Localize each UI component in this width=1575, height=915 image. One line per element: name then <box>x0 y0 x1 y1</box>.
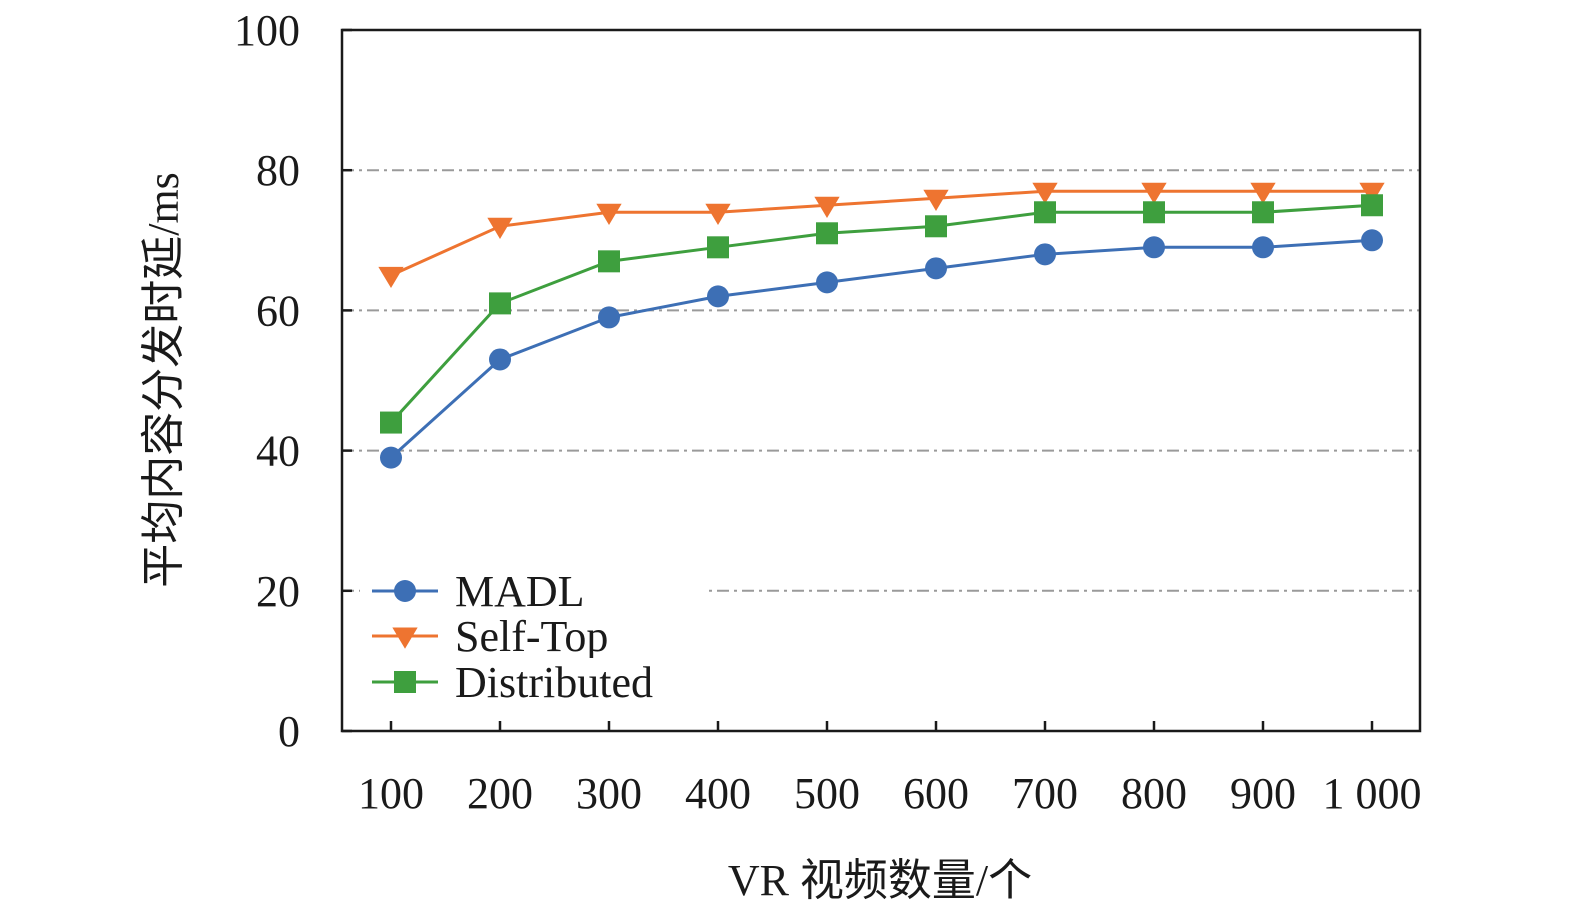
y-tick-label: 60 <box>256 286 300 335</box>
data-point <box>707 236 729 259</box>
data-point <box>598 306 620 329</box>
series-distributed <box>380 194 1383 434</box>
x-tick-label: 700 <box>1012 769 1078 818</box>
y-tick-label: 80 <box>256 146 300 195</box>
data-point <box>1032 182 1058 204</box>
data-point <box>596 203 622 225</box>
legend-entry: Distributed <box>360 658 705 707</box>
x-axis-title: VR 视频数量/个 <box>728 856 1032 905</box>
legend-entry: MADL <box>360 567 705 616</box>
legend-label: MADL <box>455 567 585 616</box>
series-madl <box>380 229 1383 469</box>
y-tick-label: 20 <box>256 567 300 616</box>
data-point <box>816 222 838 245</box>
data-point <box>923 189 949 211</box>
x-tick-label: 300 <box>576 769 642 818</box>
data-point <box>1361 194 1383 217</box>
data-point <box>1252 236 1274 259</box>
data-point <box>380 411 402 434</box>
data-point <box>816 271 838 294</box>
data-point <box>598 250 620 273</box>
data-point <box>1141 182 1167 204</box>
data-point <box>814 196 840 218</box>
data-point <box>925 257 947 280</box>
legend-label: Self-Top <box>455 612 608 661</box>
x-axis: 100 200 300 400 500 600 700 800 900 1 000 <box>358 721 1422 818</box>
data-point <box>1143 236 1165 259</box>
data-point <box>1250 182 1276 204</box>
data-point <box>1359 182 1385 204</box>
data-point <box>378 266 404 289</box>
x-tick-label: 1 000 <box>1323 769 1422 818</box>
x-tick-label: 400 <box>685 769 751 818</box>
data-point <box>487 217 513 239</box>
data-point <box>707 285 729 308</box>
data-point <box>489 348 511 371</box>
x-tick-label: 500 <box>794 769 860 818</box>
y-axis-title: 平均内容分发时延/ms <box>139 172 188 588</box>
legend-marker <box>392 627 418 649</box>
data-point <box>705 203 731 225</box>
data-point <box>1361 229 1383 252</box>
grid-lines <box>342 169 1420 592</box>
y-tick-label: 40 <box>256 427 300 476</box>
y-tick-label: 0 <box>278 707 300 756</box>
data-point <box>489 292 511 315</box>
data-point <box>925 215 947 238</box>
data-point <box>1034 201 1056 224</box>
data-point <box>1034 243 1056 266</box>
data-point <box>1252 201 1274 224</box>
series-self-top <box>378 182 1385 289</box>
legend-marker <box>394 580 416 602</box>
data-point <box>1143 201 1165 224</box>
series-line <box>389 203 1373 424</box>
legend-label: Distributed <box>455 658 653 707</box>
x-tick-label: 900 <box>1230 769 1296 818</box>
series-line <box>389 238 1373 459</box>
x-tick-label: 600 <box>903 769 969 818</box>
y-axis: 0 20 40 60 80 100 <box>234 6 352 756</box>
series-line <box>390 189 1372 277</box>
series-layer <box>378 182 1385 469</box>
x-tick-label: 100 <box>358 769 424 818</box>
x-tick-label: 800 <box>1121 769 1187 818</box>
legend-entry: Self-Top <box>360 612 705 661</box>
legend-marker <box>394 671 416 693</box>
y-tick-label: 100 <box>234 6 300 55</box>
x-tick-label: 200 <box>467 769 533 818</box>
data-point <box>380 446 402 469</box>
plot-frame <box>340 28 1422 733</box>
